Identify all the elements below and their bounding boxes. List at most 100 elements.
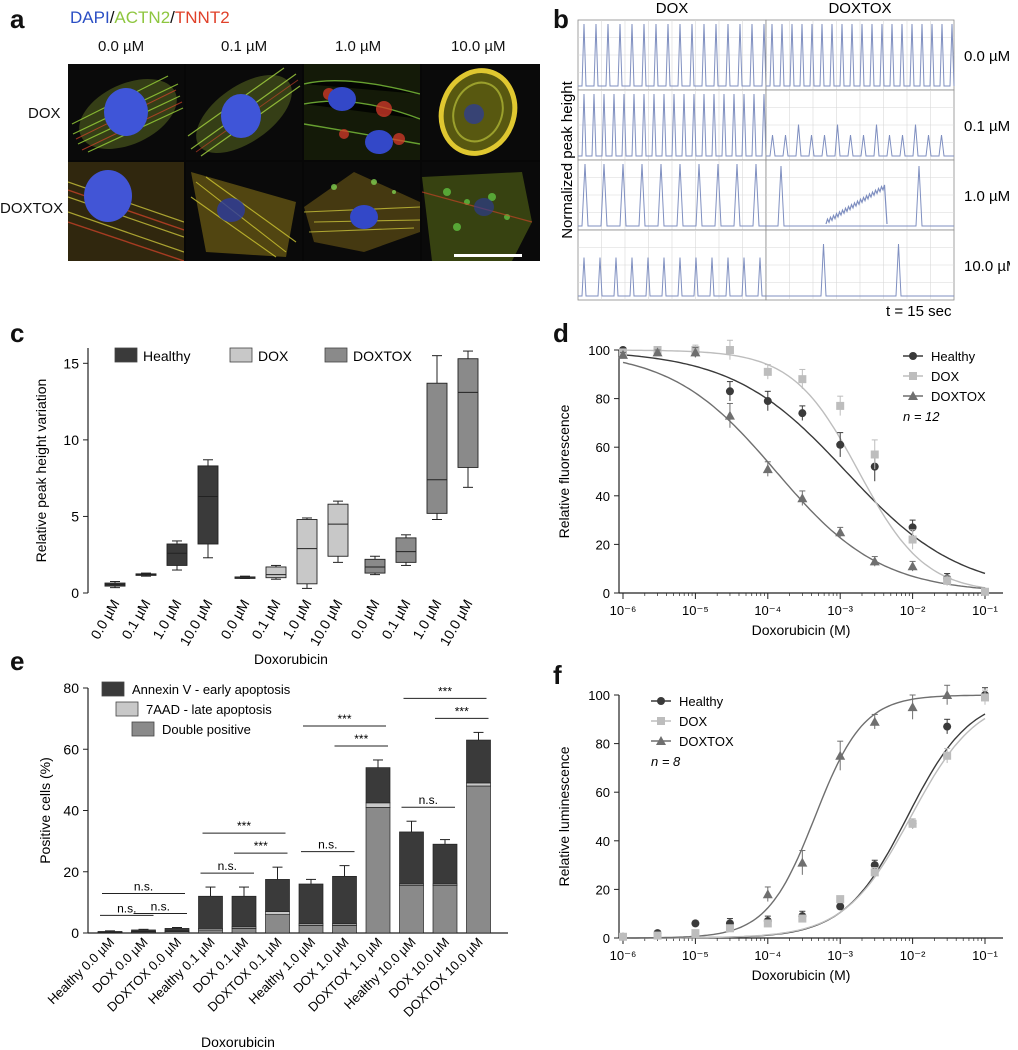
- dose-response-luminescence: 0 20 40 60 80 100 10⁻⁶ 10⁻⁵ 10⁻⁴ 10⁻³ 10⁻² 10⁻¹ Doxo…: [556, 684, 1003, 983]
- e-bar-segment: [231, 928, 257, 934]
- d-fit-doxtox: [622, 361, 986, 590]
- f-xtick-label: 10⁻⁵: [682, 948, 709, 963]
- d-point-dox: [725, 346, 734, 354]
- d-point-doxtox: [797, 493, 808, 503]
- trace-line-3-1: [766, 243, 954, 297]
- trace-col-doxtox: DOXTOX: [828, 0, 891, 17]
- trace-row-label-3: 10.0 µM: [964, 258, 1010, 275]
- panel-label-a: a: [10, 4, 25, 34]
- f-xtick-label: 10⁻²: [900, 948, 926, 963]
- d-legend-label: DOX: [931, 369, 960, 384]
- f-legend-label: DOXTOX: [679, 734, 734, 749]
- f-point-dox: [836, 895, 845, 904]
- e-sig-label: n.s.: [318, 838, 337, 852]
- e-bar-segment: [432, 843, 458, 885]
- d-point-doxtox: [908, 391, 918, 400]
- d-xtick-label: 10⁻³: [827, 603, 853, 618]
- panel-label-d: d: [553, 318, 569, 348]
- d-xtick-label: 10⁻⁶: [610, 603, 637, 618]
- trace-line-0-0: [578, 23, 767, 87]
- c-box: [426, 382, 448, 514]
- e-bar-segment: [164, 928, 190, 932]
- e-ytick-label: 80: [63, 680, 79, 696]
- f-point-doxtox: [656, 736, 666, 745]
- stain-dapi: DAPI: [70, 8, 110, 27]
- e-bar-segment: [265, 914, 290, 934]
- e-ytick-label: 0: [71, 925, 79, 941]
- d-xtick-label: 10⁻⁵: [682, 603, 709, 618]
- f-point-dox: [619, 932, 627, 941]
- e-bar-segment: [131, 929, 156, 932]
- c-xlabel: Doxorubicin: [254, 651, 328, 667]
- e-sig-label: ***: [354, 732, 368, 746]
- e-bar-segment: [198, 929, 223, 934]
- e-sig-label: n.s.: [419, 793, 438, 807]
- f-point-dox: [908, 819, 917, 828]
- d-point-doxtox: [869, 556, 880, 566]
- e-bar-segment: [365, 767, 391, 804]
- d-point-healthy: [798, 409, 807, 418]
- d-point-dox: [870, 450, 879, 459]
- f-legend-label: Healthy: [679, 694, 724, 709]
- c-box: [327, 503, 349, 557]
- e-ytick-label: 60: [63, 741, 79, 757]
- c-box: [197, 465, 219, 545]
- f-point-dox: [691, 929, 700, 938]
- c-legend-swatch: [324, 347, 348, 363]
- f-point-healthy: [691, 919, 700, 928]
- c-legend-label: DOX: [258, 348, 289, 364]
- c-xtick-label: 0.1 µM: [118, 597, 153, 642]
- e-bar-segment: [399, 831, 424, 885]
- d-point-doxtox: [690, 347, 701, 357]
- micrograph-dox-0: [68, 64, 184, 160]
- trace-time-note: t = 15 sec: [886, 303, 952, 320]
- c-xtick-label: 0.1 µM: [378, 597, 413, 642]
- e-legend-label: 7AAD - late apoptosis: [146, 702, 272, 717]
- stain-sep-1: /: [109, 8, 115, 27]
- f-xtick-label: 10⁻⁴: [754, 948, 781, 963]
- d-n-label: n = 12: [903, 409, 940, 424]
- f-ytick-label: 20: [596, 882, 610, 897]
- calcium-trace-grid: DOX DOXTOX Normalized peak height 0.0 µM 0.1…: [560, 0, 1010, 320]
- e-legend-swatch: [131, 721, 155, 737]
- d-ytick-label: 100: [588, 343, 610, 358]
- f-xtick-label: 10⁻⁶: [610, 948, 637, 963]
- trace-line-2-0: [578, 163, 766, 227]
- e-bar-segment: [399, 885, 424, 934]
- f-ytick-label: 40: [596, 834, 610, 849]
- stain-sep-2: /: [170, 8, 175, 27]
- f-xtick-label: 10⁻¹: [972, 948, 998, 963]
- e-ytick-label: 20: [63, 864, 79, 880]
- c-ylabel: Relative peak height variation: [33, 379, 49, 563]
- d-point-dox: [981, 587, 989, 596]
- micrograph-grid: [68, 64, 540, 261]
- d-point-healthy: [725, 387, 734, 396]
- e-sig-label: ***: [438, 684, 452, 698]
- d-point-dox: [909, 372, 917, 380]
- d-xtick-label: 10⁻²: [900, 603, 926, 618]
- e-bar-segment: [265, 911, 290, 915]
- d-legend-label: DOXTOX: [931, 389, 986, 404]
- f-point-dox: [870, 868, 879, 877]
- e-bar-segment: [97, 931, 123, 933]
- scale-bar: [454, 254, 522, 257]
- c-box: [457, 358, 479, 468]
- d-legend-label: Healthy: [931, 349, 976, 364]
- trace-line-0-1: [766, 23, 955, 87]
- c-ytick-label: 0: [71, 585, 79, 601]
- c-legend-swatch: [114, 347, 138, 363]
- e-bar-segment: [432, 885, 458, 934]
- c-box: [166, 543, 188, 566]
- trace-row-label-0: 0.0 µM: [964, 48, 1010, 65]
- f-point-doxtox: [907, 702, 918, 712]
- c-box: [395, 537, 417, 563]
- c-xtick-label: 0.0 µM: [87, 597, 122, 642]
- e-bar-segment: [466, 785, 491, 934]
- f-point-dox: [657, 717, 665, 725]
- f-point-dox: [725, 924, 734, 933]
- d-xtick-label: 10⁻⁴: [754, 603, 781, 618]
- trace-line-2-1: [766, 165, 954, 227]
- panel-label-c: c: [10, 318, 25, 348]
- e-sig-label: ***: [237, 819, 251, 833]
- conc-label-1: 0.1 µM: [221, 38, 268, 55]
